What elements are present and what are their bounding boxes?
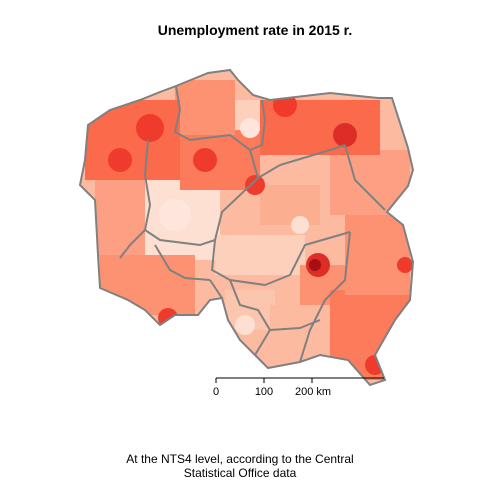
region-masovia-north bbox=[260, 185, 320, 225]
map-title: Unemployment rate in 2015 r. bbox=[157, 22, 353, 38]
hotspot-radom-core bbox=[309, 259, 321, 271]
region-lubusz bbox=[95, 180, 145, 260]
region-lublin bbox=[345, 215, 410, 295]
hotspot-warmia bbox=[333, 123, 357, 147]
scale-label-200: 200 km bbox=[295, 386, 331, 398]
hotspot-lublin-east bbox=[397, 257, 413, 273]
hotspot-kuyavia-east bbox=[245, 175, 265, 195]
light-warsaw bbox=[291, 216, 309, 234]
choropleth-regions bbox=[85, 80, 413, 380]
light-gdansk bbox=[240, 118, 260, 138]
voivodeship-borders bbox=[119, 85, 386, 363]
scale-label-0: 0 bbox=[213, 386, 219, 398]
caption-line-2: Statistical Office data bbox=[183, 466, 297, 480]
region-lodz bbox=[215, 235, 305, 275]
region-lower-silesia bbox=[100, 255, 195, 315]
scale-label-100: 100 bbox=[255, 386, 273, 398]
hotspot-west-pomerania-south bbox=[108, 148, 132, 172]
region-podlaskie bbox=[330, 150, 410, 215]
light-krakow bbox=[235, 315, 255, 335]
region-west-pomerania bbox=[85, 100, 180, 180]
hotspot-kuyavia bbox=[193, 148, 217, 172]
caption-line-1: At the NTS4 level, according to the Cent… bbox=[126, 452, 354, 466]
light-poznan bbox=[159, 199, 191, 231]
map-caption: At the NTS4 level, according to the Cent… bbox=[0, 452, 480, 480]
scale-bar: 0 100 200 km bbox=[213, 377, 384, 398]
hotspot-west-pomerania bbox=[136, 114, 164, 142]
region-pomerania bbox=[175, 80, 235, 135]
